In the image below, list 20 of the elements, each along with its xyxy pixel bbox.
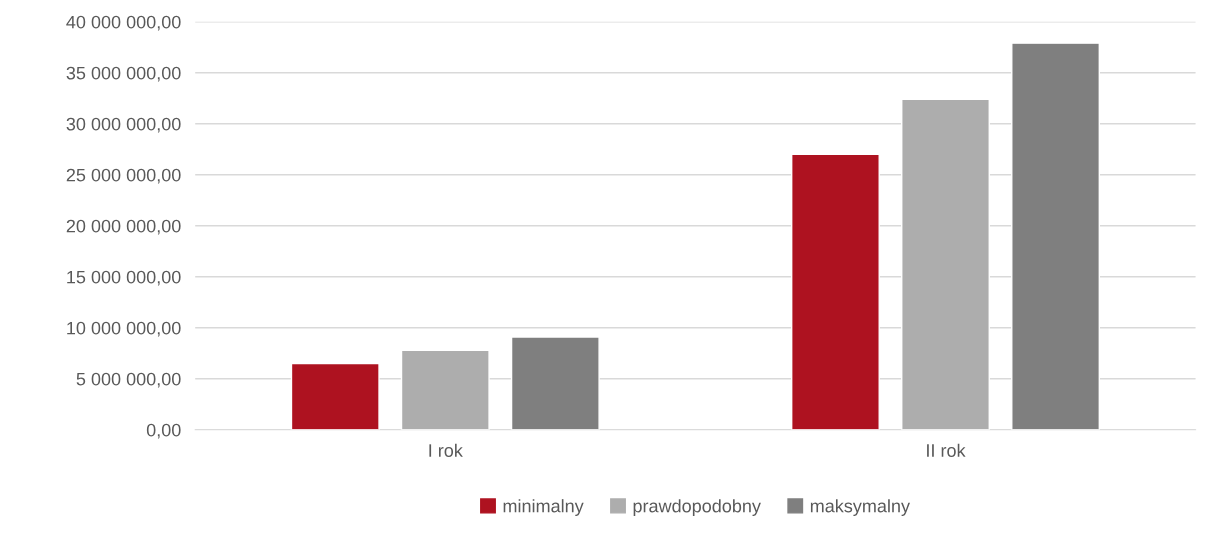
- legend-label: maksymalny: [810, 499, 910, 516]
- bar: [400, 349, 490, 430]
- y-tick-label: 30 000 000,00: [66, 117, 181, 133]
- bar: [510, 336, 600, 430]
- y-tick-label: 10 000 000,00: [67, 321, 181, 337]
- x-tick-label: II rok: [927, 443, 966, 457]
- y-tick-label: 0,00: [146, 423, 181, 439]
- x-tick-label: I rok: [429, 443, 463, 457]
- y-tick-label: 5 000 000,00: [76, 372, 181, 388]
- y-tick-label: 25 000 000,00: [66, 168, 181, 184]
- y-tick-label: 40 000 000,00: [66, 15, 181, 31]
- bar: [290, 362, 380, 430]
- y-tick-label: 35 000 000,00: [66, 66, 181, 82]
- legend-label: minimalny: [503, 499, 584, 516]
- bar: [1011, 42, 1101, 430]
- y-tick-label: 15 000 000,00: [67, 270, 181, 286]
- bar: [901, 98, 990, 430]
- y-tick-label: 20 000 000,00: [66, 219, 181, 235]
- legend-label: prawdopodobny: [633, 499, 761, 516]
- bar: [790, 153, 880, 430]
